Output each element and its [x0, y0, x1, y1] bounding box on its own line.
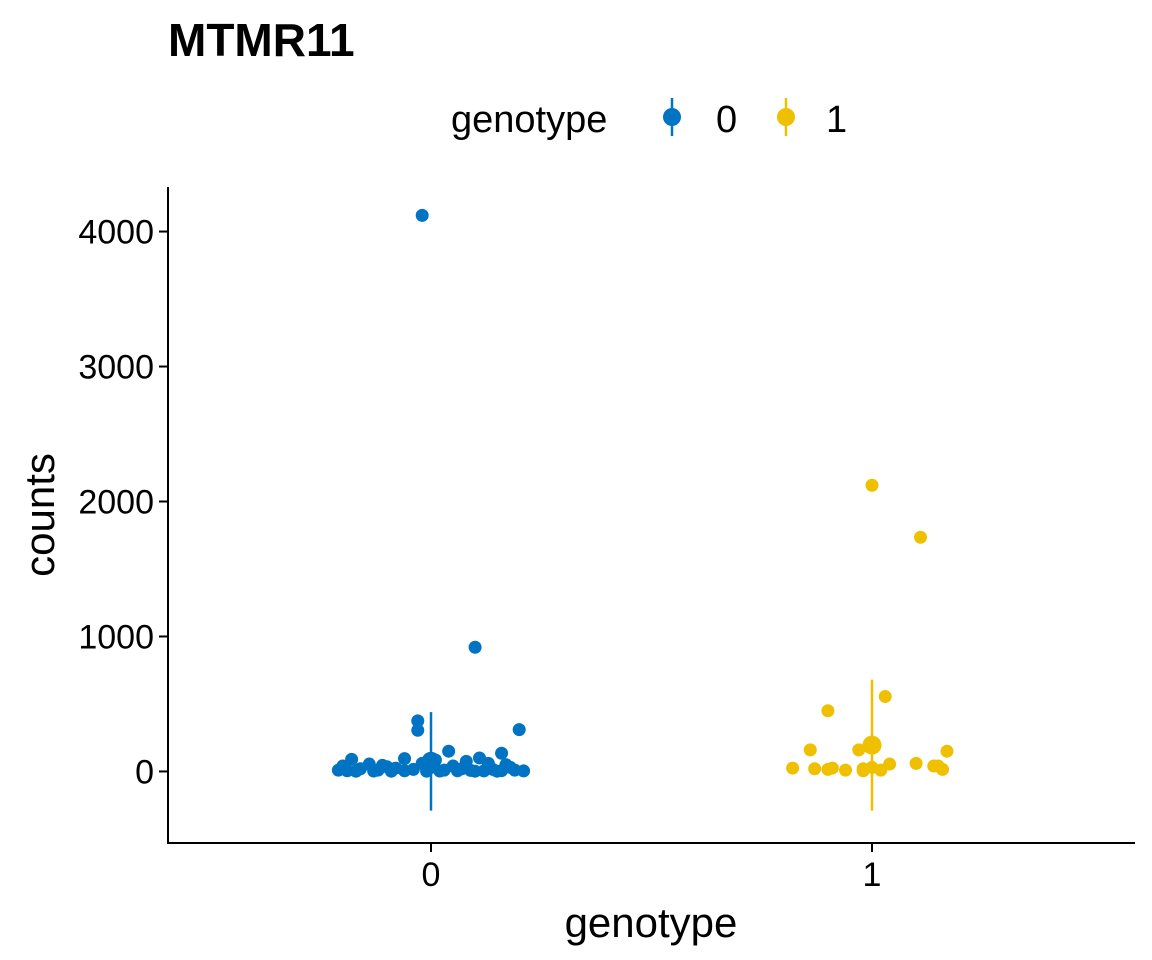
data-point-genotype-0	[442, 744, 456, 758]
x-tick-label: 0	[422, 856, 441, 894]
data-point-genotype-0	[450, 764, 464, 778]
data-point-genotype-1	[931, 759, 945, 773]
data-point-genotype-0	[375, 758, 389, 772]
data-point-genotype-1	[878, 690, 892, 704]
legend-key-dot-0	[663, 108, 681, 126]
legend-entry-1: 1	[777, 98, 847, 141]
data-point-genotype-1	[786, 761, 800, 775]
summary-ranges	[421, 679, 882, 811]
data-point-genotype-0	[398, 764, 412, 778]
legend-label-0: 0	[716, 99, 737, 141]
data-point-genotype-0	[415, 208, 429, 222]
data-point-genotype-1	[803, 743, 817, 757]
data-point-genotype-0	[468, 764, 482, 778]
y-tick-label: 4000	[78, 214, 154, 252]
data-point-genotype-1	[825, 761, 839, 775]
legend-entry-0: 0	[663, 98, 737, 141]
x-axis-title: genotype	[565, 899, 738, 946]
summary-mean-genotype-0	[421, 751, 441, 771]
data-point-genotype-1	[808, 762, 822, 776]
data-point-genotype-0	[345, 752, 359, 766]
y-ticks: 0 1000 2000 3000 4000	[78, 214, 168, 791]
legend-key-dot-1	[777, 108, 795, 126]
y-tick-label: 1000	[78, 618, 154, 656]
data-point-genotype-0	[411, 723, 425, 737]
data-point-genotype-1	[856, 764, 870, 778]
data-point-genotype-1	[940, 744, 954, 758]
legend: genotype 0 1	[451, 98, 847, 141]
summary-mean-genotype-1	[862, 735, 882, 755]
data-point-genotype-0	[349, 764, 363, 778]
data-point-genotype-0	[398, 752, 412, 766]
x-tick-label: 1	[863, 856, 882, 894]
y-tick-label: 3000	[78, 349, 154, 387]
y-tick-label: 0	[135, 753, 154, 791]
data-point-genotype-1	[852, 743, 866, 757]
data-point-genotype-1	[874, 763, 888, 777]
data-point-genotype-0	[468, 640, 482, 654]
data-point-genotype-1	[914, 530, 928, 544]
y-tick-label: 2000	[78, 484, 154, 522]
data-point-genotype-0	[495, 746, 509, 760]
data-point-genotype-0	[517, 764, 531, 778]
data-point-genotype-0	[411, 714, 425, 728]
legend-title: genotype	[451, 99, 607, 141]
data-points	[331, 208, 954, 778]
data-point-genotype-1	[821, 704, 835, 718]
chart-title: MTMR11	[168, 14, 355, 66]
legend-label-1: 1	[826, 99, 847, 141]
y-axis-title: counts	[16, 453, 63, 577]
data-point-genotype-1	[909, 756, 923, 770]
data-point-genotype-1	[865, 478, 879, 492]
data-point-genotype-0	[512, 723, 526, 737]
data-point-genotype-1	[839, 763, 853, 777]
data-point-genotype-0	[499, 758, 513, 772]
